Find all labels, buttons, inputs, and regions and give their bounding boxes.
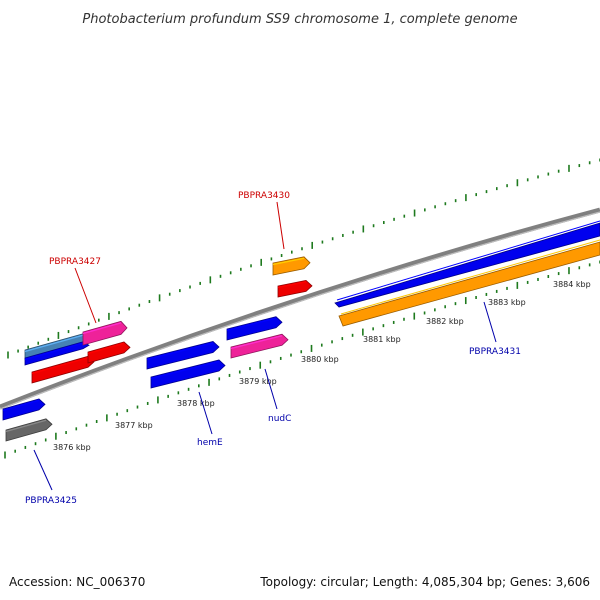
gene-features <box>2 220 600 442</box>
callout-line <box>483 301 497 343</box>
accession-text: Accession: NC_006370 <box>9 575 145 589</box>
feature-orange-a <box>272 256 311 276</box>
feature-steel-shine <box>24 334 84 353</box>
feature-blue-long-shine <box>336 220 600 301</box>
feature-blue-d <box>150 359 226 389</box>
scale-label: 3884 kbp <box>553 280 591 289</box>
scale-label: 3878 kbp <box>177 399 215 408</box>
scale-labels: 3876 kbp 3877 kbp 3878 kbp 3879 kbp 3880 kbp… <box>53 280 591 452</box>
feature-red-b <box>87 341 131 364</box>
feature-red-a-body <box>31 355 95 384</box>
callout-line <box>74 267 97 324</box>
callout-line <box>276 201 285 250</box>
scale-label: 3883 kbp <box>488 298 526 307</box>
feature-blue-b <box>2 398 46 421</box>
scale-label: 3881 kbp <box>363 335 401 344</box>
feature-pink-b <box>230 333 289 359</box>
callout-line <box>264 368 278 410</box>
feature-blue-d-body <box>150 359 226 389</box>
feature-blue-e <box>226 316 283 341</box>
backbone-highlight <box>0 211 600 410</box>
feature-orange-long-shine <box>340 239 600 315</box>
feature-gray-body <box>5 418 53 442</box>
feature-gray <box>5 418 53 442</box>
outer-tick-ring <box>7 158 600 359</box>
feature-blue-b-body <box>2 398 46 421</box>
feature-orange-a-body <box>272 256 311 276</box>
feature-gray-shine <box>5 419 47 433</box>
feature-red-b-shine <box>87 342 125 355</box>
gene-label: hemE <box>197 438 223 448</box>
backbone-arc <box>0 207 600 410</box>
feature-red-b-body <box>87 341 131 364</box>
scale-label: 3879 kbp <box>239 377 277 386</box>
feature-pink-a-shine <box>82 322 122 335</box>
scale-label: 3876 kbp <box>53 443 91 452</box>
gene-label: PBPRA3425 <box>25 496 77 506</box>
feature-red-c-body <box>277 279 313 298</box>
feature-pink-a <box>82 320 128 346</box>
feature-blue-a <box>24 341 90 366</box>
map-title: Photobacterium profundum SS9 chromosome … <box>82 12 517 27</box>
gene-label: PBPRA3431 <box>469 347 521 357</box>
feature-blue-c-body <box>146 341 220 370</box>
feature-red-c <box>277 279 313 298</box>
chromosome-backbone <box>0 207 600 410</box>
inner-tick-ring <box>4 260 600 459</box>
scale-label: 3882 kbp <box>426 317 464 326</box>
feature-red-a <box>31 355 95 384</box>
feature-orange-long <box>338 241 600 327</box>
feature-blue-e-shine <box>226 317 277 332</box>
callout-line <box>33 449 53 491</box>
gene-label: PBPRA3427 <box>49 257 101 267</box>
feature-blue-c-shine <box>146 342 214 361</box>
scale-label: 3880 kbp <box>301 355 339 364</box>
gene-label: nudC <box>268 414 291 424</box>
feature-red-c-shine <box>277 281 307 289</box>
feature-orange-a-shine <box>272 257 305 266</box>
feature-blue-c <box>146 341 220 370</box>
feature-blue-a-shine <box>24 342 84 361</box>
feature-pink-a-body <box>82 320 128 346</box>
callout-line <box>198 391 213 435</box>
feature-red-a-shine <box>31 357 89 375</box>
feature-blue-d-shine <box>150 360 220 380</box>
gene-callouts: PBPRA3427 PBPRA3430 PBPRA3425 hemE nudC PBPRA… <box>25 191 521 506</box>
feature-blue-a-body <box>24 341 90 366</box>
feature-blue-b-shine <box>2 399 40 412</box>
scale-label: 3877 kbp <box>115 421 153 430</box>
gene-label: PBPRA3430 <box>238 191 290 201</box>
feature-pink-b-shine <box>230 335 283 350</box>
topology-summary: Topology: circular; Length: 4,085,304 bp… <box>259 575 590 589</box>
feature-pink-b-body <box>230 333 289 359</box>
feature-blue-long <box>334 222 600 308</box>
feature-blue-e-body <box>226 316 283 341</box>
